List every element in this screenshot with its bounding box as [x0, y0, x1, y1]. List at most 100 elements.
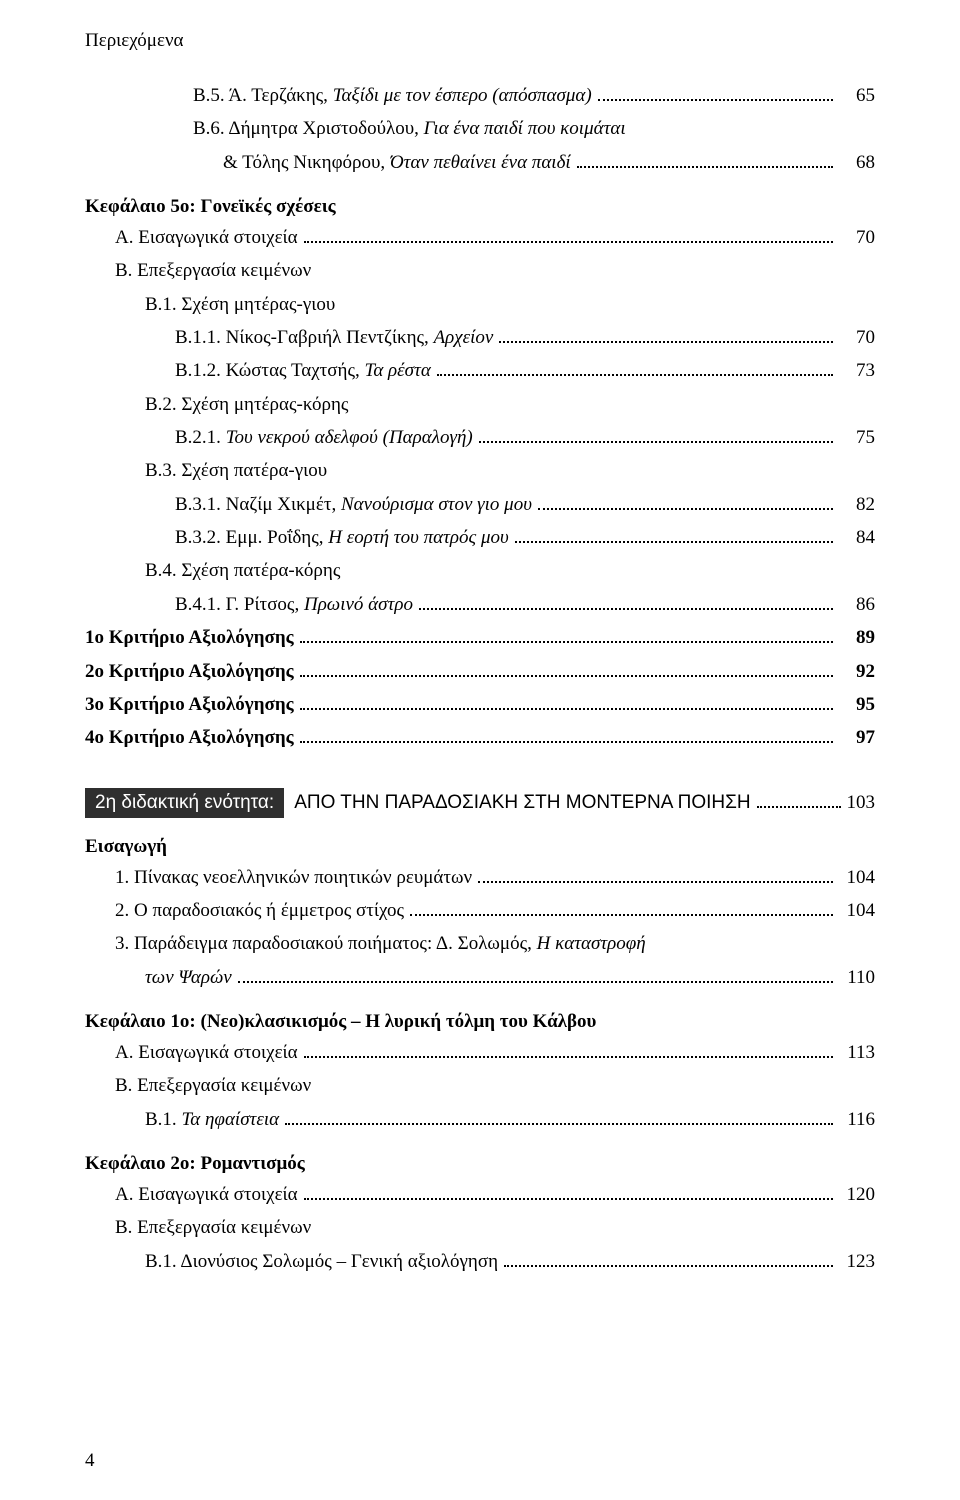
toc-line: Β.4. Σχέση πατέρα-κόρης [85, 555, 875, 586]
toc-page: 70 [839, 222, 875, 253]
toc-text: Β.3. Σχέση πατέρα-γιου [145, 455, 327, 486]
toc-text: Β.3.2. Εμμ. Ροΐδης, Η εορτή του πατρός μ… [175, 522, 509, 553]
toc-page: 75 [839, 422, 875, 453]
toc-page: 113 [839, 1037, 875, 1068]
dots [437, 374, 833, 376]
toc-text: 3ο Κριτήριο Αξιολόγησης [85, 689, 294, 720]
intro-lines: 1. Πίνακας νεοελληνικών ποιητικών ρευμάτ… [85, 862, 875, 993]
toc-line: Β.1.1. Νίκος-Γαβριήλ Πεντζίκης, Αρχείον 7… [85, 322, 875, 353]
toc-text: Β.6. Δήμητρα Χριστοδούλου, Για ένα παιδί… [193, 113, 626, 144]
toc-page: 123 [839, 1246, 875, 1277]
toc-line: Β. Επεξεργασία κειμένων [85, 1212, 875, 1243]
toc-text: Β.4.1. Γ. Ρίτσος, Πρωινό άστρο [175, 589, 413, 620]
toc-line: Β.5. Ά. Τερζάκης, Ταξίδι με τον έσπερο (… [85, 80, 875, 111]
toc-text: Β.1. Τα ηφαίστεια [145, 1104, 279, 1135]
chapter-1b-title: Κεφάλαιο 1ο: (Νεο)κλασικισμός – Η λυρική… [85, 1011, 875, 1033]
toc-text: Β. Επεξεργασία κειμένων [115, 255, 311, 286]
toc-line: Β.1.2. Κώστας Ταχτσής, Τα ρέστα 73 [85, 355, 875, 386]
toc-line: Β.2.1. Του νεκρού αδελφού (Παραλογή) 75 [85, 422, 875, 453]
toc-page: 89 [839, 622, 875, 653]
toc-text: Β.4. Σχέση πατέρα-κόρης [145, 555, 340, 586]
dots [499, 341, 833, 343]
toc-page: 84 [839, 522, 875, 553]
toc-text: 2. Ο παραδοσιακός ή έμμετρος στίχος [115, 895, 404, 926]
toc-text: Β.3.1. Ναζίμ Χικμέτ, Νανούρισμα στον γιο… [175, 489, 532, 520]
toc-line: & Τόλης Νικηφόρου, Όταν πεθαίνει ένα παι… [85, 147, 875, 178]
toc-page: 65 [839, 80, 875, 111]
toc-line: 4ο Κριτήριο Αξιολόγησης 97 [85, 722, 875, 753]
toc-page: 104 [839, 895, 875, 926]
dots [304, 1198, 833, 1200]
toc-text: Β. Επεξεργασία κειμένων [115, 1070, 311, 1101]
toc-line: 2. Ο παραδοσιακός ή έμμετρος στίχος 104 [85, 895, 875, 926]
toc-page: 86 [839, 589, 875, 620]
dots [300, 675, 833, 677]
toc-page: 97 [839, 722, 875, 753]
toc-line: Β.3.1. Ναζίμ Χικμέτ, Νανούρισμα στον γιο… [85, 489, 875, 520]
dots [238, 981, 833, 983]
dots [478, 881, 833, 883]
toc-line: 3ο Κριτήριο Αξιολόγησης95 [85, 689, 875, 720]
dots [515, 541, 833, 543]
header-title: Περιεχόμενα [85, 30, 875, 52]
dots [304, 1056, 833, 1058]
toc-line: 2ο Κριτήριο Αξιολόγησης 92 [85, 656, 875, 687]
toc-text: Β.2. Σχέση μητέρας-κόρης [145, 389, 348, 420]
toc-text: 4ο Κριτήριο Αξιολόγησης [85, 722, 294, 753]
dots [577, 166, 833, 168]
toc-line: Β.3. Σχέση πατέρα-γιου [85, 455, 875, 486]
toc-text: 1. Πίνακας νεοελληνικών ποιητικών ρευμάτ… [115, 862, 472, 893]
chapter-5-title: Κεφάλαιο 5ο: Γονεϊκές σχέσεις [85, 196, 875, 218]
dots [410, 914, 833, 916]
toc-text: Β.5. Ά. Τερζάκης, Ταξίδι με τον έσπερο (… [193, 80, 592, 111]
toc-text: 2ο Κριτήριο Αξιολόγησης [85, 656, 294, 687]
toc-line: 3. Παράδειγμα παραδοσιακού ποιήματος: Δ.… [85, 928, 875, 959]
toc-page: 82 [839, 489, 875, 520]
toc-line: 1ο Κριτήριο Αξιολόγησης89 [85, 622, 875, 653]
toc-text: Β.2.1. Του νεκρού αδελφού (Παραλογή) [175, 422, 473, 453]
toc-text: Β.1.1. Νίκος-Γαβριήλ Πεντζίκης, Αρχείον [175, 322, 493, 353]
toc-line: Α. Εισαγωγικά στοιχεία 113 [85, 1037, 875, 1068]
toc-line: Β. Επεξεργασία κειμένων [85, 255, 875, 286]
chapter-2b-lines: Α. Εισαγωγικά στοιχεία120Β. Επεξεργασία … [85, 1179, 875, 1277]
section-2-box: 2η διδακτική ενότητα: ΑΠΟ ΤΗΝ ΠΑΡΑΔΟΣΙΑΚ… [85, 788, 875, 818]
toc-page: 116 [839, 1104, 875, 1135]
dots [300, 741, 833, 743]
dots [757, 806, 841, 808]
chapter-2b-title: Κεφάλαιο 2ο: Ρομαντισμός [85, 1153, 875, 1175]
toc-line: Β.1. Σχέση μητέρας-γιου [85, 289, 875, 320]
toc-text: Α. Εισαγωγικά στοιχεία [115, 222, 298, 253]
toc-page: 73 [839, 355, 875, 386]
dots [300, 641, 833, 643]
toc-line: Β.1. Διονύσιος Σολωμός – Γενική αξιολόγη… [85, 1246, 875, 1277]
section-2-label: 2η διδακτική ενότητα: [85, 788, 284, 818]
chapter-5-lines: Α. Εισαγωγικά στοιχεία 70 Β. Επεξεργασία κ… [85, 222, 875, 620]
toc-page: 70 [839, 322, 875, 353]
dots [479, 441, 833, 443]
toc-text: των Ψαρών [145, 962, 232, 993]
toc-line: Β.6. Δήμητρα Χριστοδούλου, Για ένα παιδί… [85, 113, 875, 144]
toc-page: 92 [839, 656, 875, 687]
toc-text: & Τόλης Νικηφόρου, Όταν πεθαίνει ένα παι… [223, 147, 571, 178]
toc-page: 110 [839, 962, 875, 993]
toc-text: Β.1.2. Κώστας Ταχτσής, Τα ρέστα [175, 355, 431, 386]
dots [419, 608, 833, 610]
page-number: 4 [85, 1450, 95, 1472]
toc-page: 68 [839, 147, 875, 178]
toc-line: Α. Εισαγωγικά στοιχεία 70 [85, 222, 875, 253]
dots [285, 1123, 833, 1125]
dots [304, 241, 833, 243]
chapter-1b-lines: Α. Εισαγωγικά στοιχεία 113 Β. Επεξεργασία … [85, 1037, 875, 1135]
toc-line: Α. Εισαγωγικά στοιχεία120 [85, 1179, 875, 1210]
toc-line: Β. Επεξεργασία κειμένων [85, 1070, 875, 1101]
dots [504, 1265, 833, 1267]
dots [598, 99, 833, 101]
toc-line: των Ψαρών 110 [85, 962, 875, 993]
toc-text: Α. Εισαγωγικά στοιχεία [115, 1037, 298, 1068]
block-1: Β.5. Ά. Τερζάκης, Ταξίδι με τον έσπερο (… [85, 80, 875, 178]
toc-line: Β.3.2. Εμμ. Ροΐδης, Η εορτή του πατρός μ… [85, 522, 875, 553]
toc-page: 104 [839, 862, 875, 893]
toc-text: Β.1. Σχέση μητέρας-γιου [145, 289, 335, 320]
toc-line: Β.1. Τα ηφαίστεια 116 [85, 1104, 875, 1135]
toc-line: 1. Πίνακας νεοελληνικών ποιητικών ρευμάτ… [85, 862, 875, 893]
